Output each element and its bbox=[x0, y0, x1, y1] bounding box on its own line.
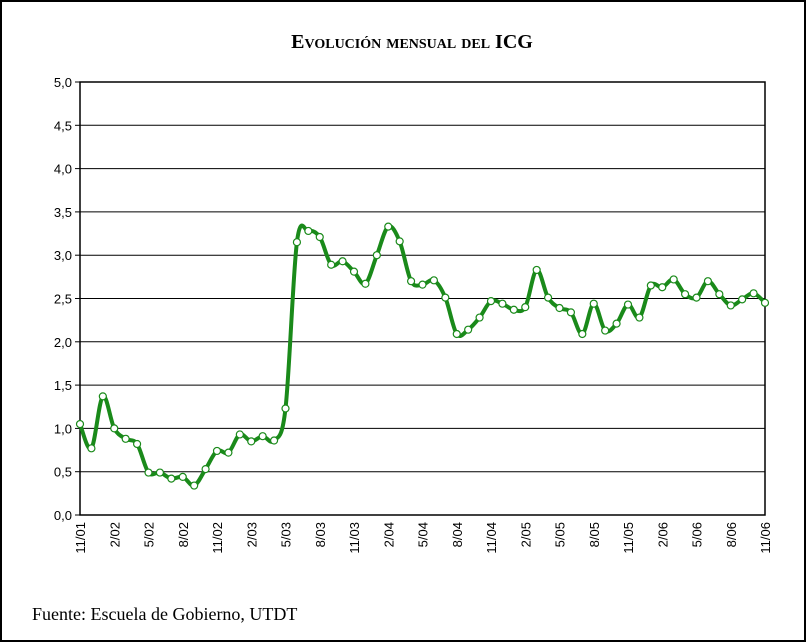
data-point bbox=[692, 293, 701, 302]
y-tick-label: 2,0 bbox=[54, 335, 72, 350]
x-tick-label: 11/01 bbox=[73, 522, 88, 554]
chart-title: Evolución mensual del ICG bbox=[291, 31, 533, 53]
data-point bbox=[338, 257, 347, 266]
data-point bbox=[715, 290, 724, 299]
x-tick-label: 2/02 bbox=[107, 522, 122, 547]
data-point bbox=[578, 329, 587, 339]
data-point bbox=[749, 289, 758, 298]
data-point bbox=[589, 299, 598, 308]
x-tick-label: 2/05 bbox=[518, 522, 533, 547]
x-tick-label: 11/05 bbox=[621, 522, 636, 554]
data-point bbox=[121, 434, 130, 443]
data-point bbox=[247, 437, 256, 446]
y-tick-label: 4,5 bbox=[54, 118, 72, 133]
data-point bbox=[235, 430, 244, 439]
data-point bbox=[726, 301, 735, 310]
y-tick-label: 1,5 bbox=[54, 378, 72, 393]
data-point bbox=[635, 313, 644, 322]
data-point bbox=[555, 303, 564, 313]
data-point bbox=[680, 290, 690, 299]
x-tick-label: 11/04 bbox=[484, 522, 499, 554]
data-point bbox=[612, 319, 621, 328]
data-point bbox=[532, 265, 541, 275]
data-point bbox=[304, 226, 313, 236]
data-point bbox=[155, 468, 165, 477]
data-point bbox=[464, 325, 473, 334]
data-point bbox=[646, 281, 655, 290]
y-tick-label: 1,0 bbox=[54, 421, 72, 436]
data-point bbox=[98, 392, 107, 401]
data-point bbox=[703, 277, 713, 286]
data-point bbox=[566, 308, 576, 317]
data-point bbox=[167, 474, 176, 483]
data-point bbox=[292, 238, 302, 247]
data-point bbox=[178, 472, 187, 481]
data-point bbox=[509, 305, 518, 314]
data-point bbox=[452, 329, 461, 339]
data-point bbox=[384, 222, 393, 231]
x-tick-label: 11/03 bbox=[347, 522, 362, 554]
data-point bbox=[349, 267, 359, 276]
x-tick-label: 8/05 bbox=[587, 522, 602, 547]
data-point bbox=[418, 280, 427, 289]
data-point bbox=[498, 299, 507, 308]
data-point bbox=[738, 295, 747, 304]
data-point bbox=[110, 424, 119, 433]
data-point bbox=[429, 276, 439, 285]
x-tick-label: 8/02 bbox=[176, 522, 191, 547]
y-tick-label: 3,0 bbox=[54, 248, 72, 263]
y-tick-label: 4,0 bbox=[54, 162, 72, 177]
x-tick-label: 2/03 bbox=[244, 522, 259, 547]
data-point bbox=[144, 468, 153, 477]
data-point bbox=[361, 279, 370, 288]
data-point bbox=[623, 300, 633, 309]
data-point bbox=[269, 436, 279, 445]
data-point bbox=[315, 232, 324, 242]
y-tick-label: 3,5 bbox=[54, 205, 72, 220]
data-point bbox=[658, 283, 667, 292]
x-tick-label: 8/04 bbox=[450, 522, 465, 547]
data-point bbox=[760, 298, 770, 307]
data-point bbox=[281, 404, 290, 413]
x-tick-label: 5/05 bbox=[553, 522, 568, 547]
x-tick-label: 2/06 bbox=[655, 522, 670, 547]
data-point bbox=[327, 260, 336, 269]
x-tick-label: 11/06 bbox=[758, 522, 773, 554]
y-tick-label: 5,0 bbox=[54, 75, 72, 90]
data-point bbox=[521, 303, 530, 312]
data-point bbox=[441, 293, 450, 302]
data-point bbox=[601, 326, 610, 335]
data-point bbox=[132, 439, 142, 449]
data-point bbox=[212, 446, 222, 456]
data-point bbox=[87, 444, 96, 453]
data-point bbox=[224, 448, 233, 457]
x-tick-label: 5/02 bbox=[142, 522, 157, 547]
data-point bbox=[669, 275, 678, 284]
data-point bbox=[406, 277, 416, 286]
data-point bbox=[543, 293, 553, 302]
y-tick-label: 0,5 bbox=[54, 465, 72, 480]
data-point bbox=[475, 313, 484, 322]
data-point bbox=[486, 296, 496, 306]
y-tick-label: 2,5 bbox=[54, 292, 72, 307]
x-tick-label: 5/03 bbox=[279, 522, 294, 547]
data-point bbox=[201, 465, 210, 474]
data-point bbox=[258, 432, 267, 441]
data-point bbox=[395, 237, 404, 246]
data-point bbox=[190, 481, 199, 490]
x-tick-label: 5/04 bbox=[416, 522, 431, 547]
data-point bbox=[75, 419, 85, 429]
source-note: Fuente: Escuela de Gobierno, UTDT bbox=[32, 604, 297, 624]
x-tick-label: 2/04 bbox=[381, 522, 396, 547]
plot-border bbox=[79, 81, 766, 516]
x-tick-label: 5/06 bbox=[690, 522, 705, 547]
y-tick-label: 0,0 bbox=[54, 508, 72, 523]
x-tick-label: 8/06 bbox=[724, 522, 739, 547]
data-point bbox=[372, 251, 381, 260]
x-tick-label: 8/03 bbox=[313, 522, 328, 547]
x-tick-label: 11/02 bbox=[210, 522, 225, 554]
